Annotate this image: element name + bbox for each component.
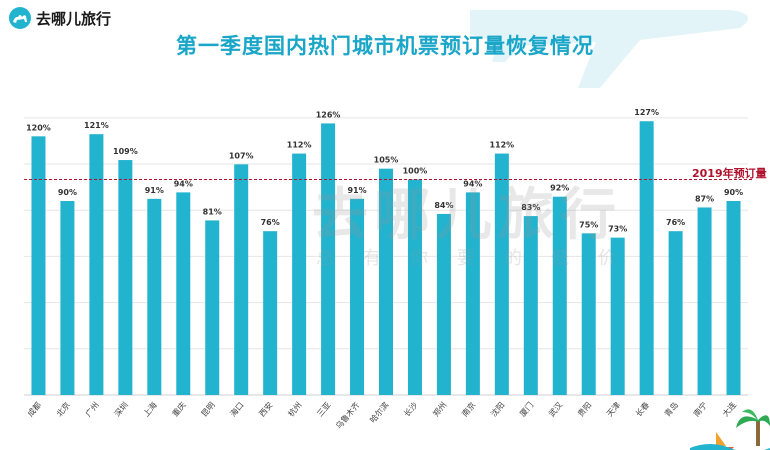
bar-23 xyxy=(668,231,683,395)
bar-value-label: 75% xyxy=(579,220,598,229)
bar-value-label: 109% xyxy=(113,147,138,156)
bar-value-label: 112% xyxy=(489,141,514,150)
bar-value-label: 76% xyxy=(666,218,685,227)
bar-20 xyxy=(581,233,596,395)
bar-15 xyxy=(436,213,451,395)
x-tick-label: 青岛 xyxy=(662,400,680,419)
bar-7 xyxy=(205,220,220,395)
bar-10 xyxy=(292,153,307,395)
bar-18 xyxy=(523,216,538,395)
x-tick-label: 广州 xyxy=(83,400,101,419)
bar-6 xyxy=(176,192,191,395)
camel-logo-icon xyxy=(9,7,31,29)
x-tick-label: 乌鲁木齐 xyxy=(333,400,361,431)
bar-value-label: 91% xyxy=(145,186,164,195)
x-tick-label: 三亚 xyxy=(315,401,332,419)
x-tick-label: 海口 xyxy=(228,400,246,419)
brand-logo: 去哪儿旅行 xyxy=(8,6,111,30)
bar-4 xyxy=(118,160,133,395)
x-tick-label: 长沙 xyxy=(402,400,420,419)
bar-value-label: 105% xyxy=(374,156,399,165)
bar-value-label: 120% xyxy=(26,123,51,132)
bar-value-label: 76% xyxy=(261,218,280,227)
x-tick-label: 上海 xyxy=(141,400,159,419)
bar-8 xyxy=(234,164,249,395)
bar-13 xyxy=(379,168,393,395)
brand-name: 去哪儿旅行 xyxy=(36,9,112,28)
reference-line-label: 2019年预订量 xyxy=(692,167,767,180)
bar-5 xyxy=(147,198,162,395)
bar-3 xyxy=(89,134,104,395)
bar-value-label: 84% xyxy=(434,201,453,210)
bar-12 xyxy=(350,198,365,395)
bar-value-label: 83% xyxy=(521,203,540,212)
bar-value-label: 81% xyxy=(203,207,222,216)
bar-value-label: 94% xyxy=(463,179,482,188)
bar-value-label: 90% xyxy=(724,188,743,197)
bar-value-label: 90% xyxy=(58,188,77,197)
chart-title: 第一季度国内热门城市机票预订量恢复情况 xyxy=(176,34,594,58)
bar-value-label: 91% xyxy=(347,186,366,195)
x-tick-label: 深圳 xyxy=(112,400,130,419)
bar-value-label: 112% xyxy=(287,141,312,150)
x-tick-label: 昆明 xyxy=(200,401,217,419)
bar-value-label: 92% xyxy=(550,184,569,193)
bar-value-label: 100% xyxy=(403,166,428,175)
x-tick-label: 重庆 xyxy=(170,400,188,419)
bar-14 xyxy=(407,179,422,395)
x-tick-label: 厦门 xyxy=(517,400,535,419)
x-tick-label: 西安 xyxy=(257,400,275,419)
bar-value-label: 126% xyxy=(316,110,341,119)
palm-tree-icon xyxy=(736,409,770,446)
x-tick-label: 郑州 xyxy=(431,400,449,419)
x-tick-label: 北京 xyxy=(54,400,72,419)
bar-value-label: 121% xyxy=(84,121,109,130)
bar-value-label: 107% xyxy=(229,151,254,160)
bar-9 xyxy=(263,231,278,395)
bar-1 xyxy=(31,136,46,396)
bar-value-label: 87% xyxy=(695,194,714,203)
x-tick-label: 南京 xyxy=(459,400,477,419)
x-tick-label: 杭州 xyxy=(286,400,304,419)
x-tick-label: 天津 xyxy=(604,400,622,419)
bar-21 xyxy=(610,237,625,395)
bar-16 xyxy=(465,192,480,395)
x-tick-label: 南宁 xyxy=(691,400,709,419)
bar-22 xyxy=(639,121,654,395)
x-tick-label: 成都 xyxy=(25,400,43,419)
bar-2 xyxy=(60,201,75,395)
x-tick-label: 贵阳 xyxy=(575,400,593,419)
bar-19 xyxy=(552,196,567,395)
bar-value-label: 73% xyxy=(608,225,627,234)
x-tick-label: 大连 xyxy=(720,400,738,419)
wave-decoration xyxy=(690,444,770,450)
bar-17 xyxy=(494,153,509,395)
bar-value-label: 94% xyxy=(174,179,193,188)
x-tick-label: 沈阳 xyxy=(488,400,506,419)
bar-value-label: 127% xyxy=(634,108,659,117)
bar-24 xyxy=(697,207,712,395)
bar-25 xyxy=(726,201,741,395)
airplane-icon xyxy=(470,10,748,88)
x-tick-label: 哈尔滨 xyxy=(367,400,390,425)
bar-11 xyxy=(321,123,336,396)
x-tick-label: 长春 xyxy=(633,400,651,419)
x-tick-label: 武汉 xyxy=(546,400,564,419)
